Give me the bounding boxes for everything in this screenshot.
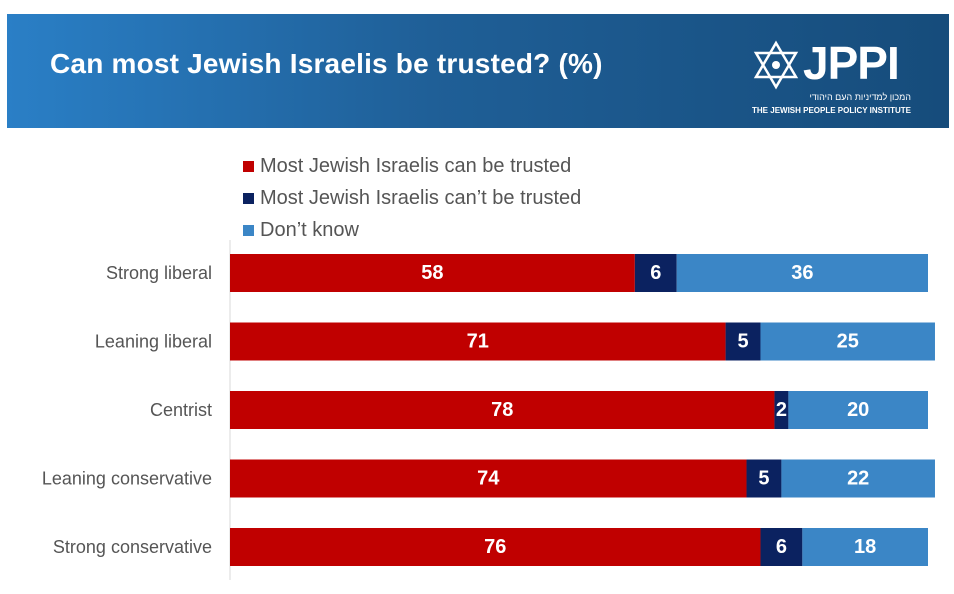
legend-label-dont-know: Don’t know (260, 218, 359, 241)
bar-segment-dont-know (760, 322, 935, 361)
jppi-logo: JPPI המכון למדיניות העם היהודי THE JEWIS… (751, 26, 911, 122)
bar-segment-dont-know (781, 459, 935, 498)
data-label: 6 (650, 262, 661, 284)
data-label: 78 (491, 399, 513, 421)
star-of-david-icon (753, 40, 799, 90)
bar-segment-not-trusted (634, 254, 677, 292)
bar-segment-not-trusted (746, 459, 782, 498)
category-label: Centrist (150, 400, 212, 420)
legend-swatch-dont-know (243, 224, 254, 236)
header-banner: Can most Jewish Israelis be trusted? (%)… (7, 14, 949, 128)
legend-swatch-trusted (243, 160, 254, 172)
logo-text: JPPI (803, 37, 900, 89)
data-label: 25 (837, 331, 859, 353)
bar-segment-trusted (230, 391, 775, 429)
category-label: Leaning liberal (95, 332, 212, 352)
chart-legend: Most Jewish Israelis can be trusted Most… (243, 150, 581, 246)
data-label: 5 (737, 331, 748, 353)
data-label: 58 (421, 262, 443, 284)
data-label: 5 (758, 468, 769, 490)
bar-segment-dont-know (802, 528, 928, 566)
logo-hebrew-text: המכון למדיניות העם היהודי (809, 92, 911, 102)
bar-segment-dont-know (676, 254, 928, 292)
logo-subtitle: THE JEWISH PEOPLE POLICY INSTITUTE (752, 106, 911, 115)
bar-segment-trusted (230, 459, 747, 498)
bar-segment-not-trusted (725, 322, 761, 361)
chart-title: Can most Jewish Israelis be trusted? (%) (50, 48, 603, 79)
data-label: 6 (776, 536, 787, 558)
bar-segment-trusted (230, 254, 635, 292)
bar-segment-not-trusted (760, 528, 803, 566)
data-label: 22 (847, 468, 869, 490)
legend-swatch-not-trusted (243, 192, 254, 204)
legend-label-not-trusted: Most Jewish Israelis can’t be trusted (260, 186, 582, 209)
legend-label-trusted: Most Jewish Israelis can be trusted (260, 154, 572, 177)
data-label: 71 (467, 331, 489, 353)
category-label: Strong conservative (53, 537, 212, 557)
bar-segment-not-trusted (774, 391, 789, 429)
data-label: 36 (791, 262, 813, 284)
data-label: 18 (854, 536, 876, 558)
data-label: 76 (484, 536, 506, 558)
bar-segment-trusted (230, 528, 761, 566)
legend-item-trusted: Most Jewish Israelis can be trusted (243, 150, 581, 182)
bar-segment-trusted (230, 322, 726, 361)
category-label: Leaning conservative (42, 469, 212, 489)
data-label: 74 (477, 468, 500, 490)
data-label: 20 (847, 399, 869, 421)
data-label: 2 (776, 399, 787, 421)
legend-item-not-trusted: Most Jewish Israelis can’t be trusted (243, 182, 581, 214)
legend-item-dont-know: Don’t know (243, 214, 581, 246)
category-label: Strong liberal (106, 263, 212, 283)
bar-segment-dont-know (788, 391, 928, 429)
